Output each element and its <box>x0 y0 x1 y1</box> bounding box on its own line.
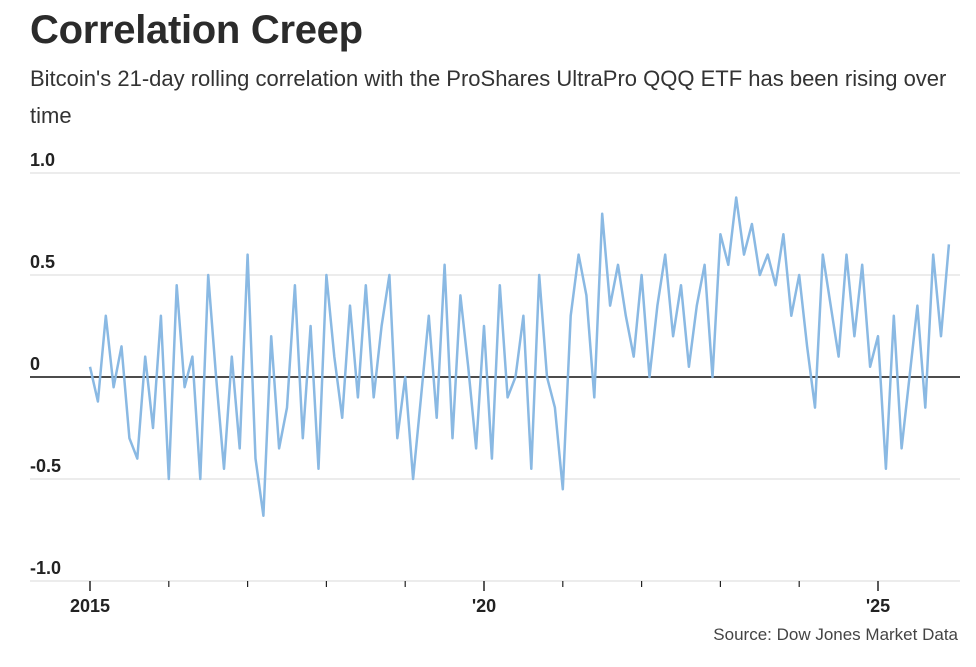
y-axis-labels: 1.0 0.5 0 -0.5 -1.0 <box>30 150 61 578</box>
x-tick-label-1: '20 <box>472 596 496 616</box>
plot-area <box>88 196 951 517</box>
y-tick-label-1: 0.5 <box>30 252 55 272</box>
y-tick-label-0: 1.0 <box>30 150 55 170</box>
y-tick-label-2: 0 <box>30 354 40 374</box>
chart-title: Correlation Creep <box>30 8 363 52</box>
y-tick-label-3: -0.5 <box>30 456 61 476</box>
x-tick-label-0: 2015 <box>70 596 110 616</box>
source-note: Source: Dow Jones Market Data <box>713 625 958 644</box>
chart-subtitle: Bitcoin's 21-day rolling correlation wit… <box>30 66 947 128</box>
x-axis: 2015 '20 '25 <box>70 581 890 616</box>
series-line-0 <box>88 196 951 517</box>
y-tick-label-4: -1.0 <box>30 558 61 578</box>
x-tick-label-2: '25 <box>866 596 890 616</box>
